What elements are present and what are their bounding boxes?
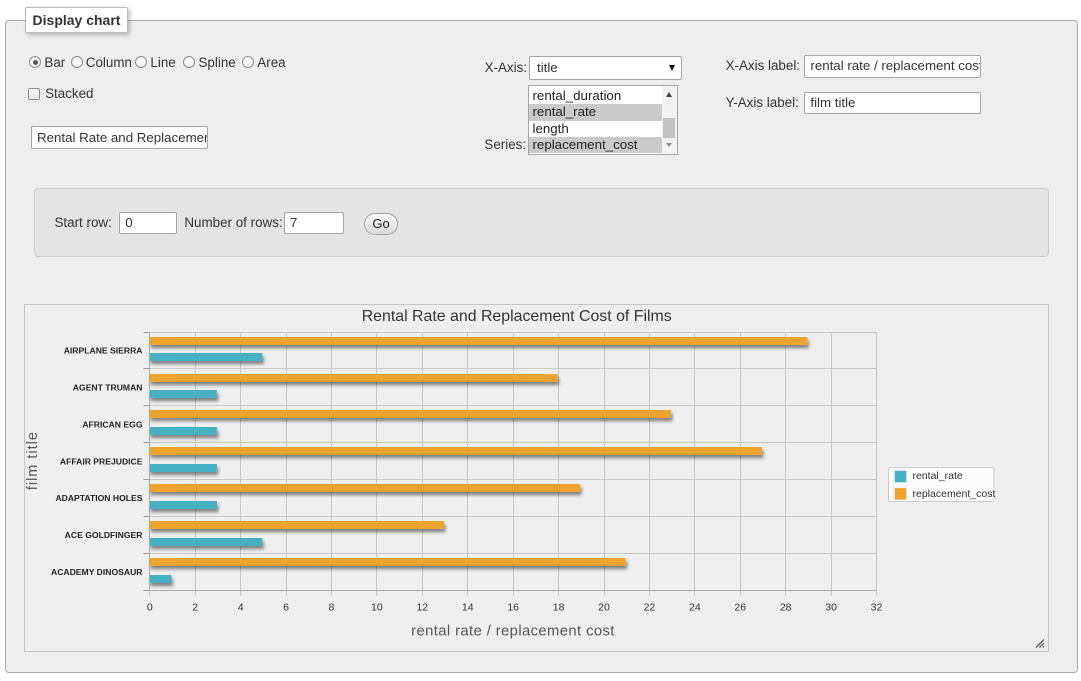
svg-text:26: 26 xyxy=(734,602,746,614)
svg-text:30: 30 xyxy=(825,602,837,614)
svg-text:AGENT TRUMAN: AGENT TRUMAN xyxy=(73,382,143,392)
svg-text:film title: film title xyxy=(25,431,41,490)
svg-text:ADAPTATION HOLES: ADAPTATION HOLES xyxy=(55,493,142,503)
svg-text:28: 28 xyxy=(780,602,792,614)
svg-text:20: 20 xyxy=(598,602,610,614)
svg-text:ACADEMY DINOSAUR: ACADEMY DINOSAUR xyxy=(51,567,143,577)
svg-text:ACE GOLDFINGER: ACE GOLDFINGER xyxy=(65,530,144,540)
svg-text:rental rate / replacement cost: rental rate / replacement cost xyxy=(411,623,615,639)
svg-text:24: 24 xyxy=(689,602,701,614)
svg-text:0: 0 xyxy=(147,602,153,614)
svg-text:18: 18 xyxy=(553,602,565,614)
svg-text:AFRICAN EGG: AFRICAN EGG xyxy=(82,419,142,429)
svg-text:2: 2 xyxy=(192,602,198,614)
svg-text:16: 16 xyxy=(507,602,519,614)
svg-text:AIRPLANE SIERRA: AIRPLANE SIERRA xyxy=(64,345,143,355)
svg-text:4: 4 xyxy=(238,602,244,614)
svg-text:Rental Rate and Replacement Co: Rental Rate and Replacement Cost of Film… xyxy=(362,308,672,325)
svg-text:6: 6 xyxy=(283,602,289,614)
svg-text:22: 22 xyxy=(644,602,656,614)
svg-text:rental_rate: rental_rate xyxy=(913,470,963,482)
svg-text:8: 8 xyxy=(329,602,335,614)
svg-text:replacement_cost: replacement_cost xyxy=(913,488,996,500)
svg-text:14: 14 xyxy=(462,602,474,614)
svg-text:AFFAIR PREJUDICE: AFFAIR PREJUDICE xyxy=(60,456,143,466)
svg-text:12: 12 xyxy=(416,602,428,614)
svg-text:10: 10 xyxy=(371,602,383,614)
svg-text:32: 32 xyxy=(871,602,883,614)
